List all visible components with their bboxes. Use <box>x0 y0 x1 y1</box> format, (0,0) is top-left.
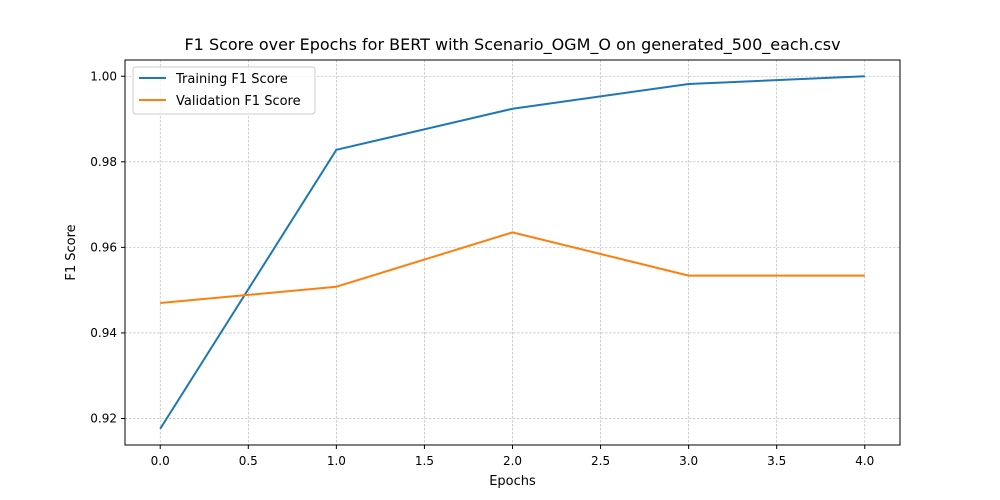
y-tick-label: 1.00 <box>90 69 117 83</box>
chart-title: F1 Score over Epochs for BERT with Scena… <box>184 35 840 55</box>
axis-ticks: 0.0 0.5 1.0 1.5 2.0 2.5 3.0 3.5 4.0 0.92 0.94 0.96 0… <box>90 69 874 468</box>
y-tick-label: 0.96 <box>90 240 117 254</box>
validation-f1-line <box>160 231 865 304</box>
x-tick-label: 3.0 <box>679 454 698 468</box>
legend-box <box>132 66 316 115</box>
x-tick-label: 2.5 <box>591 454 610 468</box>
x-tick-label: 1.5 <box>415 454 434 468</box>
x-tick-label: 2.0 <box>503 454 522 468</box>
legend: Training F1 Score Validation F1 Score <box>132 66 316 115</box>
legend-label-training: Training F1 Score <box>175 72 288 87</box>
x-tick-label: 1.0 <box>327 454 346 468</box>
x-tick-label: 4.0 <box>855 454 874 468</box>
y-tick-label: 0.94 <box>90 326 117 340</box>
legend-label-validation: Validation F1 Score <box>176 94 301 109</box>
y-tick-label: 0.98 <box>90 155 117 169</box>
x-tick-label: 0.0 <box>151 454 170 468</box>
x-tick-label: 3.5 <box>767 454 786 468</box>
x-axis-label: Epochs <box>489 474 536 489</box>
training-f1-line <box>159 75 865 430</box>
plot-lines <box>159 75 865 430</box>
x-tick-label: 0.5 <box>239 454 258 468</box>
y-tick-label: 0.92 <box>90 411 117 425</box>
y-axis-label: F1 Score <box>64 224 79 280</box>
